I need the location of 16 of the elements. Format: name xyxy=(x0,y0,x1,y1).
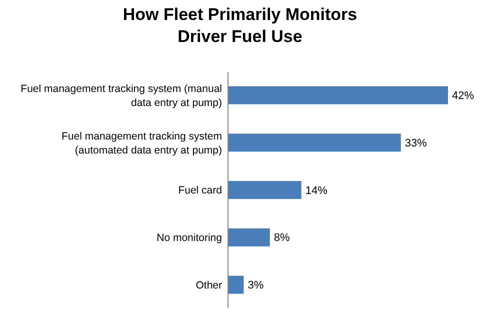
data-label: 8% xyxy=(274,232,290,244)
bar xyxy=(228,86,448,104)
data-label: 42% xyxy=(452,90,474,102)
y-tick-label: Fuel management tracking system (automated data entry at pump) xyxy=(62,130,222,156)
y-tick-label: No monitoring xyxy=(156,232,222,244)
y-tick-label: Fuel card xyxy=(178,184,222,197)
bar xyxy=(228,228,270,246)
chart-title: How Fleet Primarily Monitors Driver Fuel Use xyxy=(122,5,358,46)
data-label: 3% xyxy=(248,280,264,292)
y-tick-label: Other xyxy=(196,279,222,292)
y-tick-label: Fuel management tracking system (manual data entry at pump) xyxy=(20,82,222,109)
data-label: 33% xyxy=(404,137,428,150)
bar xyxy=(228,134,401,152)
bar xyxy=(228,180,302,200)
data-label: 14% xyxy=(305,184,328,197)
bar xyxy=(228,276,244,294)
